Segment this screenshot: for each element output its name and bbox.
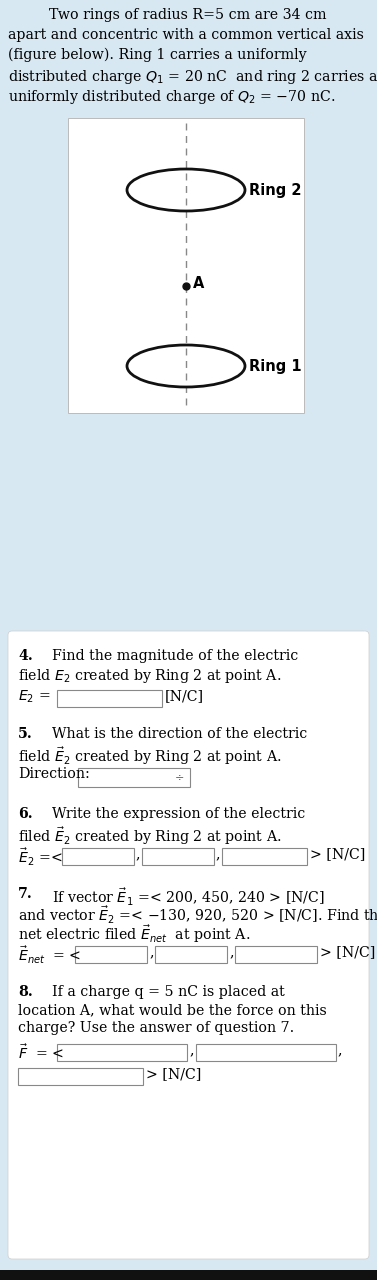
- Text: ,: ,: [338, 1043, 342, 1057]
- Text: uniformly distributed charge of $Q_2$ = −70 nC.: uniformly distributed charge of $Q_2$ = …: [8, 88, 336, 106]
- FancyBboxPatch shape: [75, 946, 147, 963]
- Text: Write the expression of the electric: Write the expression of the electric: [52, 806, 305, 820]
- Text: location A, what would be the force on this: location A, what would be the force on t…: [18, 1004, 327, 1018]
- Text: > [N/C]: > [N/C]: [310, 847, 365, 861]
- FancyBboxPatch shape: [142, 847, 214, 865]
- FancyBboxPatch shape: [62, 847, 134, 865]
- Text: ÷: ÷: [175, 773, 185, 782]
- Text: $\vec{E}_{net}$  = <: $\vec{E}_{net}$ = <: [18, 945, 81, 966]
- Text: ,: ,: [149, 945, 153, 959]
- FancyBboxPatch shape: [68, 118, 304, 413]
- Text: If vector $\vec{E}_1$ =< 200, 450, 240 > [N/C]: If vector $\vec{E}_1$ =< 200, 450, 240 >…: [52, 887, 325, 908]
- Text: ,: ,: [136, 847, 141, 861]
- FancyBboxPatch shape: [155, 946, 227, 963]
- FancyBboxPatch shape: [235, 946, 317, 963]
- Text: $\vec{E}_2$ =<: $\vec{E}_2$ =<: [18, 847, 63, 868]
- Text: $\vec{F}$  = <: $\vec{F}$ = <: [18, 1043, 64, 1061]
- Text: ,: ,: [189, 1043, 193, 1057]
- Text: Two rings of radius R=5 cm are 34 cm: Two rings of radius R=5 cm are 34 cm: [49, 8, 327, 22]
- Text: Direction:: Direction:: [18, 767, 90, 781]
- Text: Ring 1: Ring 1: [249, 358, 302, 374]
- Text: field $E_2$ created by Ring 2 at point A.: field $E_2$ created by Ring 2 at point A…: [18, 667, 281, 685]
- Text: (figure below). Ring 1 carries a uniformly: (figure below). Ring 1 carries a uniform…: [8, 47, 307, 63]
- Text: > [N/C]: > [N/C]: [320, 945, 375, 959]
- Text: [N/C]: [N/C]: [165, 689, 204, 703]
- Text: Find the magnitude of the electric: Find the magnitude of the electric: [52, 649, 298, 663]
- FancyBboxPatch shape: [57, 690, 162, 707]
- FancyBboxPatch shape: [196, 1044, 336, 1061]
- Text: 8.: 8.: [18, 986, 33, 998]
- Text: 6.: 6.: [18, 806, 33, 820]
- Text: 7.: 7.: [18, 887, 33, 901]
- Text: and vector $\vec{E}_2$ =< −130, 920, 520 > [N/C]. Find the: and vector $\vec{E}_2$ =< −130, 920, 520…: [18, 905, 377, 925]
- Text: filed $\vec{E}_2$ created by Ring 2 at point A.: filed $\vec{E}_2$ created by Ring 2 at p…: [18, 826, 282, 846]
- Text: apart and concentric with a common vertical axis: apart and concentric with a common verti…: [8, 28, 364, 42]
- Text: A: A: [193, 276, 204, 292]
- FancyBboxPatch shape: [78, 768, 190, 787]
- FancyBboxPatch shape: [0, 1270, 377, 1280]
- Text: $E_2$ =: $E_2$ =: [18, 689, 51, 705]
- FancyBboxPatch shape: [222, 847, 307, 865]
- Text: field $\vec{E}_2$ created by Ring 2 at point A.: field $\vec{E}_2$ created by Ring 2 at p…: [18, 745, 282, 767]
- Text: What is the direction of the electric: What is the direction of the electric: [52, 727, 307, 741]
- Text: Ring 2: Ring 2: [249, 183, 302, 197]
- Text: 4.: 4.: [18, 649, 33, 663]
- Text: > [N/C]: > [N/C]: [146, 1068, 201, 1082]
- Text: distributed charge $Q_1$ = 20 nC  and ring 2 carries a: distributed charge $Q_1$ = 20 nC and rin…: [8, 68, 377, 86]
- Text: ,: ,: [216, 847, 221, 861]
- FancyBboxPatch shape: [57, 1044, 187, 1061]
- Text: 5.: 5.: [18, 727, 33, 741]
- Text: net electric filed $\vec{E}_{net}$  at point A.: net electric filed $\vec{E}_{net}$ at po…: [18, 923, 250, 945]
- Text: charge? Use the answer of question 7.: charge? Use the answer of question 7.: [18, 1021, 294, 1036]
- Text: ,: ,: [229, 945, 233, 959]
- FancyBboxPatch shape: [18, 1068, 143, 1085]
- FancyBboxPatch shape: [8, 631, 369, 1260]
- Text: If a charge q = 5 nC is placed at: If a charge q = 5 nC is placed at: [52, 986, 285, 998]
